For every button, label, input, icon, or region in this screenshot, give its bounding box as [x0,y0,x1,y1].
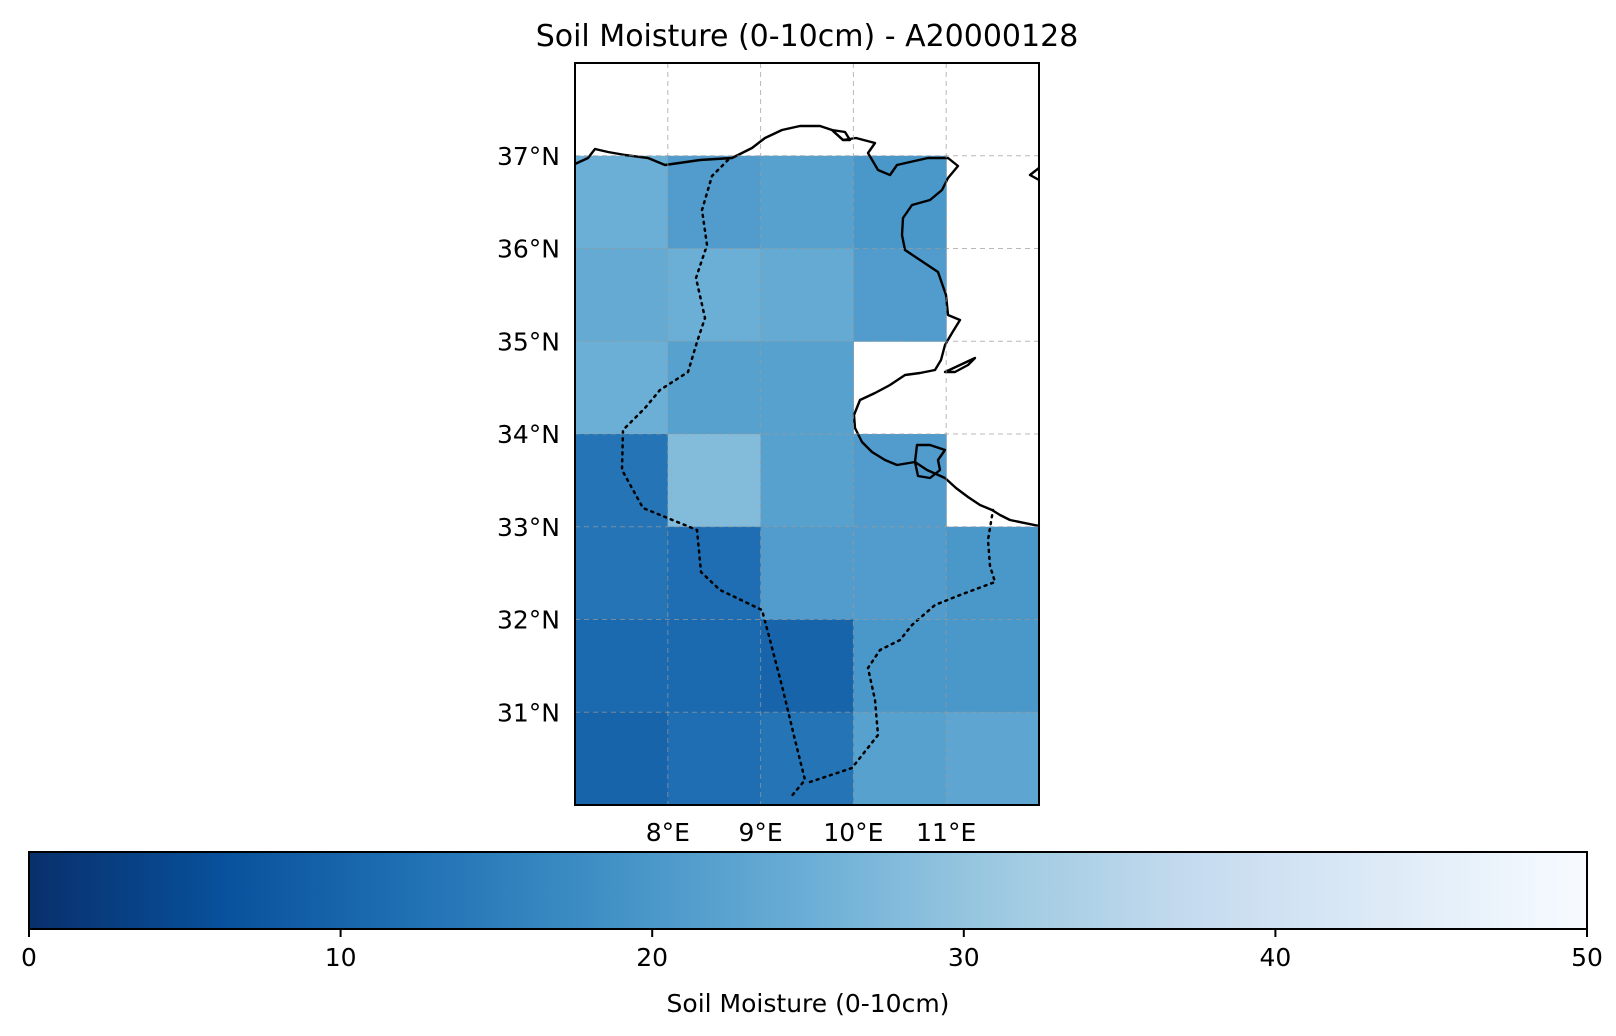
grid-cell [853,526,947,620]
grid-cell [853,712,947,805]
latitude-tick-labels: 37°N 36°N 35°N 34°N 33°N 32°N 31°N [497,142,560,728]
cape-bon-islet [830,128,852,142]
north-coast [575,124,1039,528]
latitude-tick-label: 33°N [497,513,560,542]
colorbar [28,851,1588,930]
longitude-tick-labels: 8°E 9°E 10°E 11°E [646,818,977,847]
colorbar-tick-label: 50 [1571,943,1603,972]
latitude-tick-label: 32°N [497,606,560,635]
longitude-tick-label: 8°E [646,818,690,847]
east-coast-fragment [1028,167,1039,182]
latitude-tick-label: 34°N [497,420,560,449]
country-border [620,158,997,800]
grid-cell [575,712,669,805]
grid-cell [575,619,669,713]
colorbar-tick-label: 20 [636,943,668,972]
coastline [575,124,1039,528]
grid-cell [946,619,1039,713]
latitude-tick-label: 37°N [497,142,560,171]
grid-cell [667,712,762,805]
tunisia-libya-border [808,508,997,784]
grid-cell [667,526,762,620]
latitude-tick-label: 36°N [497,235,560,264]
colorbar-ticks: 0 10 20 30 40 50 [21,929,1603,972]
grid-cell [575,341,669,435]
grid-cell [760,434,854,528]
grid-cell [667,155,762,249]
longitude-tick-label: 9°E [738,818,782,847]
grid-cell [575,248,669,342]
grid-cells [575,155,1039,805]
colorbar-tick-label: 30 [948,943,980,972]
grid-cell [853,155,947,249]
grid-cell [667,248,762,342]
colorbar-tick-label: 10 [325,943,357,972]
grid-cell [667,619,762,713]
grid-cell [853,248,947,342]
grid-cell [575,155,669,249]
grid-cell [760,619,854,713]
lat-lon-gridlines [575,63,1039,805]
longitude-tick-label: 11°E [916,818,976,847]
kerkennah-island [943,356,977,374]
colorbar-tick-label: 40 [1259,943,1291,972]
colorbar-tick-label: 0 [21,943,37,972]
grid-cell [760,155,854,249]
grid-cell [667,341,762,435]
latitude-tick-label: 31°N [497,698,560,727]
grid-cell [667,434,762,528]
tunisia-algeria-border [620,158,807,800]
grid-cell [760,712,854,805]
map-frame [574,62,1040,806]
longitude-tick-label: 10°E [823,818,883,847]
grid-cell [760,341,854,435]
djerba-island [913,443,947,480]
latitude-tick-label: 35°N [497,327,560,356]
map-title: Soil Moisture (0-10cm) - A20000128 [536,19,1079,54]
grid-cell [760,248,854,342]
grid-cell [575,526,669,620]
grid-cell [853,619,947,713]
colorbar-label: Soil Moisture (0-10cm) [667,989,950,1018]
grid-cell [946,712,1039,805]
grid-cell [760,526,854,620]
